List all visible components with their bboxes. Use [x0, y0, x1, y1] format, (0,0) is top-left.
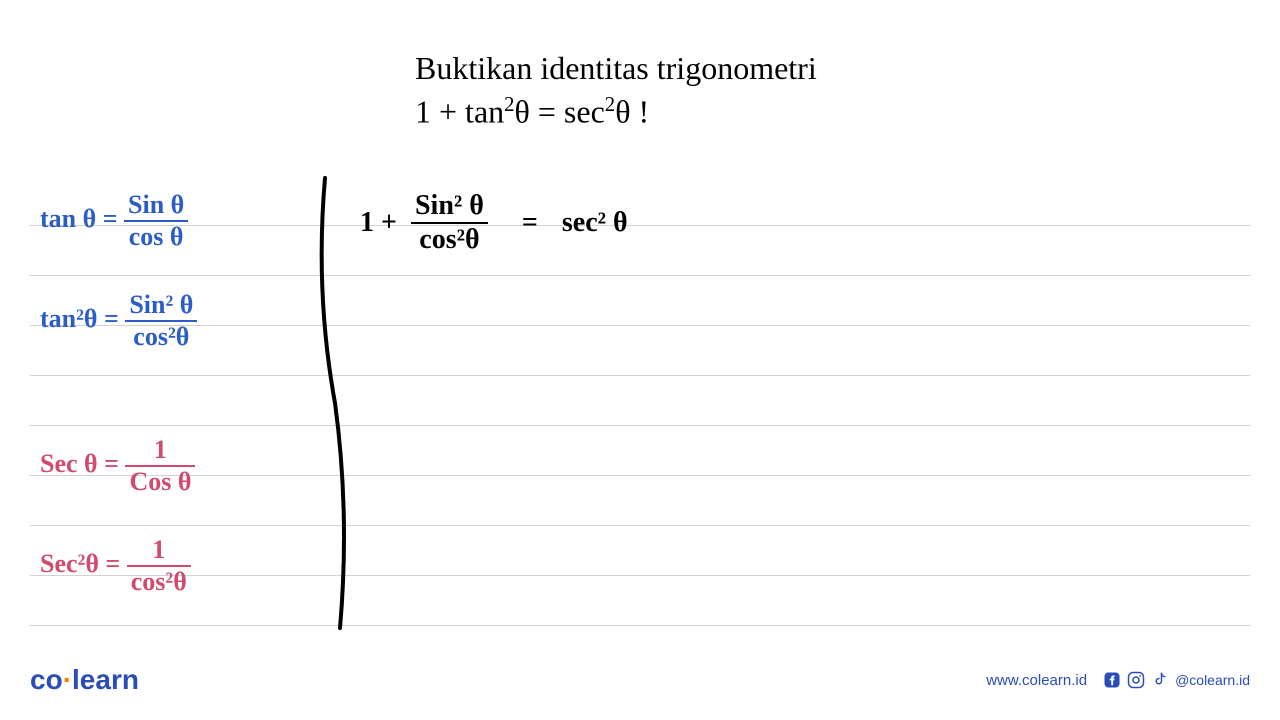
proof-frac: Sin² θ cos²θ	[411, 190, 488, 256]
formula-tan: tan θ = Sin θ cos θ	[40, 190, 188, 252]
sec-lhs: Sec θ =	[40, 449, 119, 478]
sec2-frac: 1 cos²θ	[127, 535, 191, 597]
logo-dot: ·	[63, 664, 72, 695]
formula-sec2: Sec²θ = 1 cos²θ	[40, 535, 191, 597]
formula-sec: Sec θ = 1 Cos θ	[40, 435, 195, 497]
proof-rhs: sec² θ	[562, 207, 628, 239]
tan-lhs: tan θ =	[40, 204, 118, 233]
proof-step-1: 1 + Sin² θ cos²θ = sec² θ	[360, 190, 628, 256]
footer-handle: @colearn.id	[1175, 672, 1250, 688]
brand-logo: co·learn	[30, 664, 139, 696]
tan-frac: Sin θ cos θ	[124, 190, 188, 252]
sec2-lhs: Sec²θ =	[40, 549, 120, 578]
facebook-icon	[1103, 671, 1121, 689]
logo-learn: learn	[72, 664, 139, 695]
footer-right: www.colearn.id @colearn.id	[986, 671, 1250, 689]
problem-title: Buktikan identitas trigonometri 1 + tan2…	[415, 50, 817, 131]
footer-url: www.colearn.id	[986, 672, 1087, 689]
title-line-1: Buktikan identitas trigonometri	[415, 50, 817, 87]
formula-tan2: tan²θ = Sin² θ cos²θ	[40, 290, 197, 352]
logo-co: co	[30, 664, 63, 695]
proof-eq: =	[522, 207, 538, 239]
title-line-2: 1 + tan2θ = sec2θ !	[415, 93, 817, 131]
instagram-icon	[1127, 671, 1145, 689]
vertical-divider	[300, 173, 360, 633]
sec-frac: 1 Cos θ	[125, 435, 195, 497]
proof-pre: 1 +	[360, 207, 397, 239]
tiktok-icon	[1151, 671, 1169, 689]
tan2-lhs: tan²θ =	[40, 304, 119, 333]
footer: co·learn www.colearn.id @colearn.id	[30, 664, 1250, 696]
lined-paper	[30, 175, 1250, 625]
social-icons: @colearn.id	[1103, 671, 1250, 689]
tan2-frac: Sin² θ cos²θ	[125, 290, 197, 352]
